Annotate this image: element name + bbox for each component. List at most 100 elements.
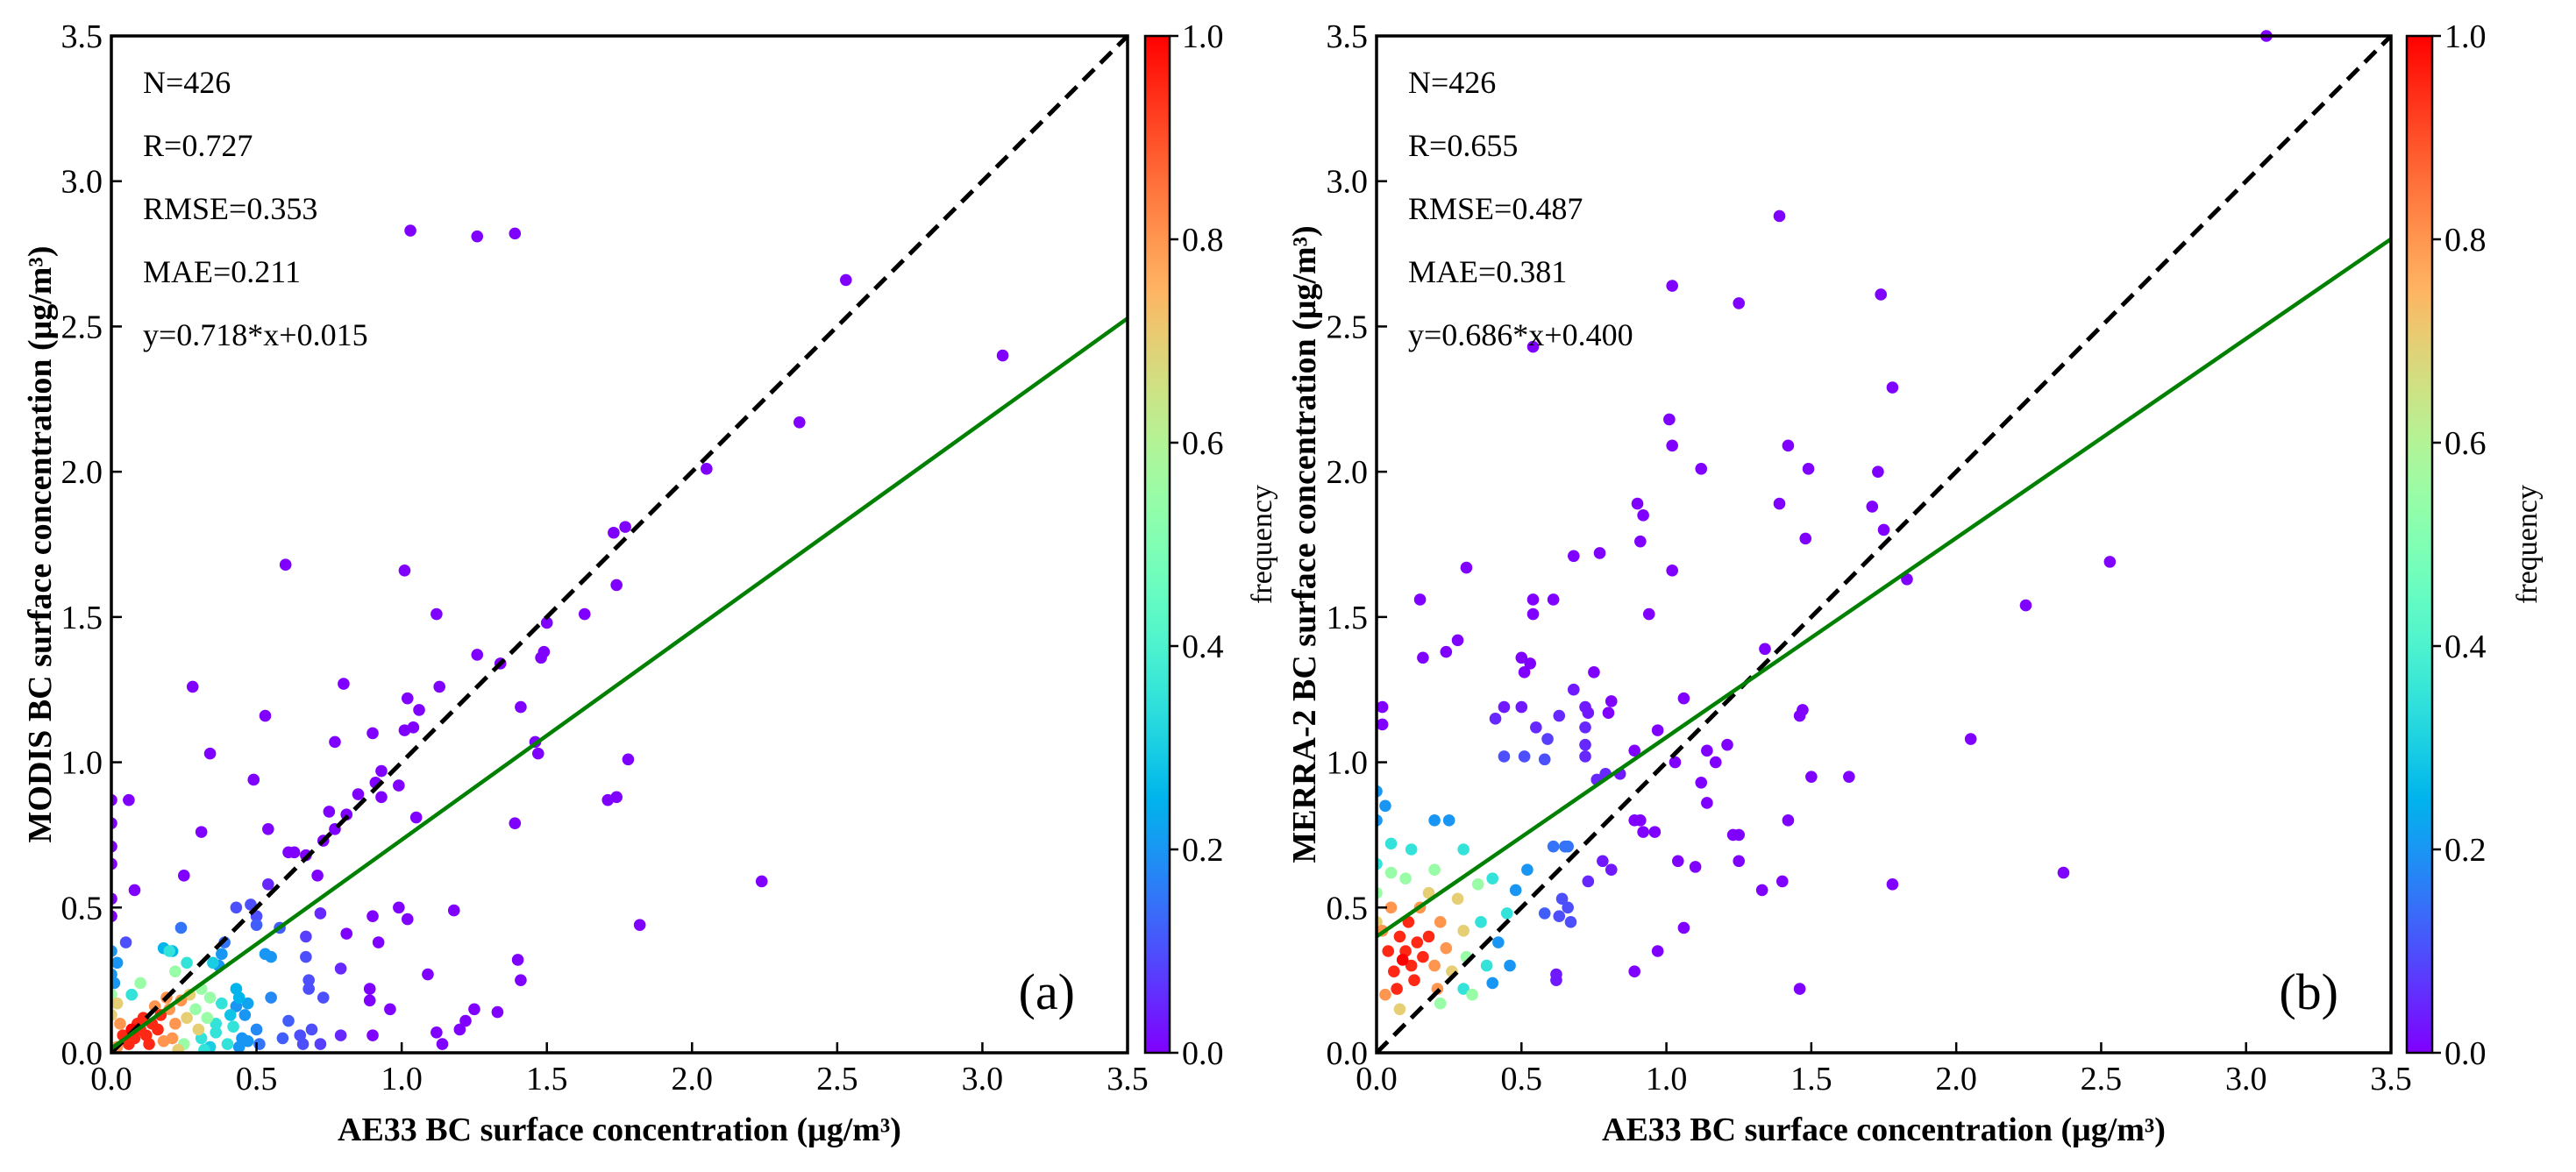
- x-tick-label: 2.0: [672, 1061, 714, 1097]
- data-point: [1579, 750, 1591, 763]
- data-point: [296, 1038, 310, 1050]
- x-axis-label: AE33 BC surface concentration (μg/m³): [338, 1112, 901, 1148]
- data-point: [1393, 930, 1406, 943]
- data-point: [1417, 950, 1429, 963]
- data-point: [1547, 593, 1560, 606]
- data-point: [1413, 593, 1427, 606]
- data-point: [459, 1014, 472, 1027]
- data-point: [1391, 983, 1403, 995]
- data-point: [1886, 877, 1899, 891]
- data-point: [1475, 916, 1487, 928]
- stat-mae: MAE=0.381: [1408, 254, 1567, 289]
- data-point: [189, 1003, 202, 1016]
- regression-line: [1375, 237, 2393, 939]
- data-point: [515, 700, 527, 714]
- data-point: [1498, 750, 1511, 763]
- x-axis-label: AE33 BC surface concentration (μg/m³): [1602, 1112, 2166, 1148]
- x-tick-label: 1.0: [381, 1061, 423, 1097]
- stat-n: N=426: [143, 65, 231, 100]
- data-point: [509, 817, 522, 829]
- data-point: [531, 747, 544, 760]
- data-point: [1466, 988, 1478, 1001]
- data-point: [1434, 997, 1447, 1010]
- data-point: [1562, 901, 1574, 914]
- data-point: [1550, 968, 1562, 981]
- data-point: [471, 230, 484, 243]
- data-point: [393, 779, 405, 792]
- colorbar-tick-label: 1.0: [1182, 18, 1224, 55]
- data-point: [238, 1009, 252, 1021]
- data-point: [491, 1005, 504, 1019]
- scatter-points: [1377, 30, 2273, 1016]
- data-point: [1384, 901, 1398, 914]
- data-point: [177, 870, 190, 882]
- data-point: [363, 994, 376, 1007]
- x-tick-label: 0.0: [1356, 1061, 1398, 1097]
- x-tick-label: 2.5: [816, 1061, 858, 1097]
- data-point: [471, 649, 484, 661]
- data-point: [1671, 855, 1684, 868]
- data-point: [300, 950, 312, 963]
- data-point: [366, 910, 379, 923]
- data-point: [323, 806, 336, 818]
- y-tick-label: 1.0: [1327, 745, 1369, 782]
- x-tick-label: 1.5: [1790, 1061, 1832, 1097]
- data-point: [515, 974, 527, 986]
- data-point: [1799, 532, 1812, 545]
- data-point: [578, 607, 591, 621]
- data-point: [1651, 724, 1664, 736]
- data-point: [203, 747, 217, 760]
- data-point: [1547, 840, 1560, 853]
- data-point: [1486, 872, 1499, 884]
- x-tick-label: 3.5: [1107, 1061, 1149, 1097]
- data-point: [1773, 497, 1786, 510]
- data-point: [1677, 692, 1690, 705]
- data-point: [1486, 977, 1499, 990]
- data-point: [2103, 556, 2117, 568]
- data-point: [119, 936, 132, 948]
- data-point: [1457, 843, 1469, 856]
- data-point: [1782, 814, 1795, 827]
- data-point: [1663, 413, 1676, 426]
- data-point: [1709, 756, 1722, 769]
- data-point: [232, 1041, 246, 1053]
- data-point: [128, 884, 141, 897]
- data-point: [250, 919, 263, 931]
- data-point: [1793, 983, 1806, 995]
- panel-label: (a): [1019, 963, 1075, 1020]
- data-point: [1628, 744, 1641, 757]
- stat-fit-equation: y=0.718*x+0.015: [143, 317, 368, 352]
- data-point: [1733, 828, 1746, 842]
- data-point: [436, 1038, 449, 1050]
- data-point: [1411, 936, 1424, 948]
- data-point: [1666, 565, 1678, 577]
- data-point: [163, 945, 176, 957]
- data-point: [375, 764, 388, 778]
- data-point: [181, 1012, 193, 1025]
- data-point: [1492, 936, 1505, 948]
- data-point: [305, 1023, 318, 1036]
- x-tick-label: 3.0: [962, 1061, 1004, 1097]
- data-point: [409, 811, 423, 824]
- data-point: [1628, 965, 1641, 977]
- y-tick-label: 2.5: [1327, 309, 1369, 345]
- colorbar-tick-label: 0.2: [2444, 832, 2487, 869]
- data-point: [393, 901, 405, 914]
- data-point: [1428, 814, 1441, 827]
- data-point: [1384, 866, 1398, 879]
- y-axis-label: MODIS BC surface concentration (μg/m³): [22, 246, 59, 843]
- identity-line: [1375, 34, 2393, 1055]
- data-point: [1417, 651, 1429, 664]
- data-point: [1399, 872, 1412, 884]
- data-point: [1422, 886, 1435, 899]
- data-point: [509, 227, 522, 240]
- colorbar: [1143, 34, 1171, 1055]
- data-point: [1515, 651, 1528, 664]
- data-point: [227, 1020, 239, 1033]
- data-point: [1526, 593, 1540, 606]
- data-point: [259, 709, 272, 722]
- data-point: [169, 965, 181, 977]
- y-tick-label: 0.5: [61, 890, 103, 927]
- data-point: [422, 968, 434, 981]
